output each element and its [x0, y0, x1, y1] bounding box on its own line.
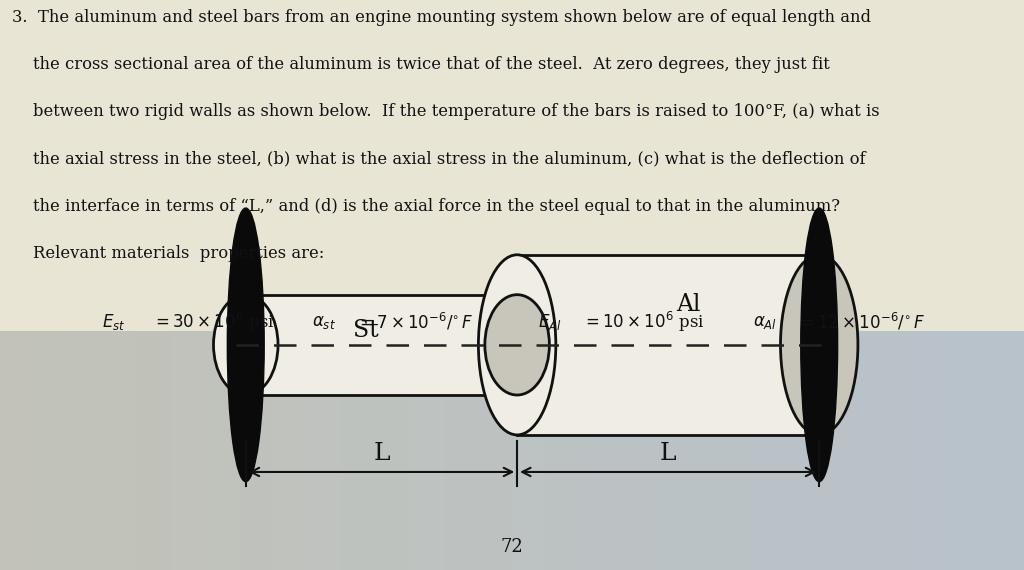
Bar — [410, 331, 443, 570]
Bar — [239, 331, 273, 570]
Text: the axial stress in the steel, (b) what is the axial stress in the aluminum, (c): the axial stress in the steel, (b) what … — [12, 150, 866, 168]
Text: $\alpha_{st}$: $\alpha_{st}$ — [312, 314, 336, 331]
Bar — [785, 331, 819, 570]
Bar — [581, 331, 614, 570]
Text: Relevant materials  properties are:: Relevant materials properties are: — [12, 245, 325, 262]
Bar — [307, 331, 341, 570]
Text: the interface in terms of “L,” and (d) is the axial force in the steel equal to : the interface in terms of “L,” and (d) i… — [12, 198, 841, 215]
Bar — [205, 331, 239, 570]
Bar — [517, 255, 819, 435]
Ellipse shape — [780, 255, 858, 435]
Bar — [376, 331, 410, 570]
Bar — [888, 331, 922, 570]
Bar — [341, 331, 376, 570]
Text: L: L — [373, 442, 390, 465]
Text: 3.  The aluminum and steel bars from an engine mounting system shown below are o: 3. The aluminum and steel bars from an e… — [12, 9, 871, 26]
Text: $E_{Al}$: $E_{Al}$ — [538, 312, 561, 332]
Bar — [546, 331, 581, 570]
Bar — [443, 331, 478, 570]
Ellipse shape — [213, 295, 278, 395]
Text: $= 30 \times 10^{6}$ psi: $= 30 \times 10^{6}$ psi — [152, 310, 274, 334]
Bar — [955, 331, 990, 570]
Text: L: L — [659, 442, 677, 465]
Bar — [478, 331, 512, 570]
Bar — [0, 331, 34, 570]
Ellipse shape — [801, 208, 838, 482]
Text: St: St — [353, 319, 379, 342]
Text: $\alpha_{Al}$: $\alpha_{Al}$ — [753, 314, 777, 331]
Bar — [648, 331, 683, 570]
Ellipse shape — [485, 295, 549, 395]
Text: $= 7 \times 10^{-6}/\!{^\circ}F$: $= 7 \times 10^{-6}/\!{^\circ}F$ — [356, 311, 474, 333]
Text: Al: Al — [677, 293, 700, 316]
Text: $= 12 \times 10^{-6}/\!{^\circ}F$: $= 12 \times 10^{-6}/\!{^\circ}F$ — [797, 311, 925, 333]
Bar — [819, 331, 853, 570]
Bar — [683, 331, 717, 570]
Bar — [69, 331, 102, 570]
Text: between two rigid walls as shown below.  If the temperature of the bars is raise: between two rigid walls as shown below. … — [12, 103, 880, 120]
Text: $= 10 \times 10^{6}$ psi: $= 10 \times 10^{6}$ psi — [582, 310, 705, 334]
Text: 72: 72 — [501, 538, 523, 556]
Bar — [853, 331, 888, 570]
Bar — [0, 0, 1024, 353]
Bar — [751, 331, 785, 570]
Bar — [512, 331, 546, 570]
Text: the cross sectional area of the aluminum is twice that of the steel.  At zero de: the cross sectional area of the aluminum… — [12, 56, 830, 73]
Ellipse shape — [227, 208, 264, 482]
Bar — [717, 331, 751, 570]
Bar — [614, 331, 648, 570]
Bar — [34, 331, 69, 570]
Bar — [171, 331, 205, 570]
Bar — [136, 331, 171, 570]
Bar — [990, 331, 1024, 570]
Bar — [246, 295, 517, 395]
Bar — [102, 331, 136, 570]
Text: $E_{st}$: $E_{st}$ — [102, 312, 126, 332]
Bar — [922, 331, 955, 570]
Bar — [273, 331, 307, 570]
Ellipse shape — [478, 255, 556, 435]
